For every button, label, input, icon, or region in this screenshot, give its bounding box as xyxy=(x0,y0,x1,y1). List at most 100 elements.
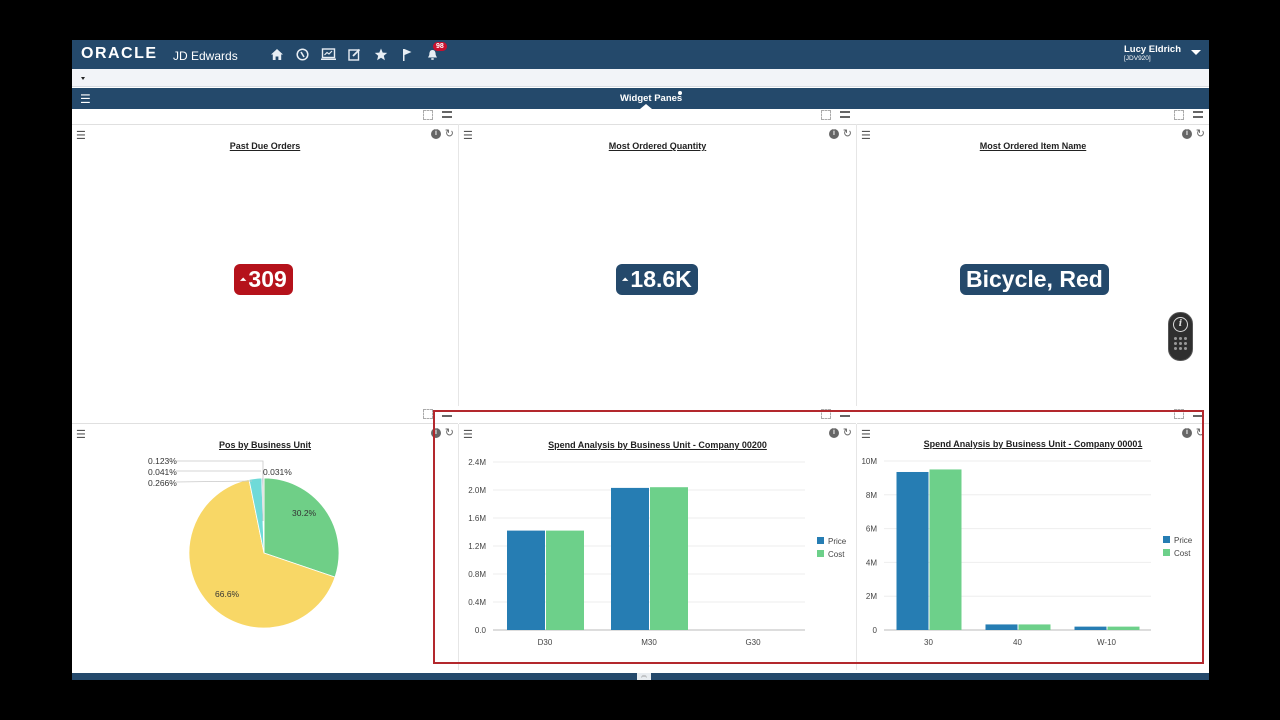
widget-most-ordered-quantity: ☰ i ↻ Most Ordered Quantity ⏶ 18.6K xyxy=(459,110,856,406)
info-icon[interactable]: i xyxy=(829,129,839,139)
info-icon[interactable]: i xyxy=(1182,129,1192,139)
bar-cost[interactable] xyxy=(929,469,962,630)
pie-label: 0.041% xyxy=(148,467,177,477)
widget-most-ordered-item-name: ☰ i ↻ Most Ordered Item Name Bicycle, Re… xyxy=(857,110,1209,406)
kpi-value: 309 xyxy=(248,266,287,292)
y-tick-label: 0 xyxy=(873,626,878,635)
info-icon[interactable]: i xyxy=(829,428,839,438)
bar-price[interactable] xyxy=(611,487,649,630)
widget-menu-icon[interactable]: ☰ xyxy=(76,130,86,142)
refresh-icon[interactable]: ↻ xyxy=(1195,128,1205,140)
caret-down-icon[interactable] xyxy=(81,77,85,80)
refresh-icon[interactable]: ↻ xyxy=(444,427,454,439)
legend-label[interactable]: Cost xyxy=(828,550,845,559)
x-tick-label: D30 xyxy=(538,638,553,647)
widget-menu-icon[interactable]: ☰ xyxy=(463,429,473,441)
widget-past-due-orders: ☰ i ↻ Past Due Orders ⏶ 309 xyxy=(72,110,458,406)
bar-chart-company-00001[interactable]: 0 2M 4M 6M 8M 10M 30 40 W-10 Price Cost xyxy=(857,449,1209,671)
user-menu[interactable]: Lucy Eldrich [JDV920] xyxy=(1124,44,1181,62)
compass-icon[interactable] xyxy=(294,46,311,63)
kpi-value-badge[interactable]: ⏶ 18.6K xyxy=(616,264,698,295)
home-icon[interactable] xyxy=(268,46,285,63)
info-icon[interactable]: i xyxy=(431,129,441,139)
expand-icon[interactable] xyxy=(423,110,433,120)
x-tick-label: 40 xyxy=(1013,638,1022,647)
legend-swatch xyxy=(1163,549,1170,556)
notification-badge: 98 xyxy=(433,42,447,51)
pane-settings-icon[interactable] xyxy=(442,111,452,118)
top-navigation-bar: ORACLE JD Edwards 98 xyxy=(72,40,1209,69)
pie-slice[interactable] xyxy=(188,479,336,629)
expand-up-handle[interactable]: ︽ xyxy=(637,673,651,680)
column-divider xyxy=(458,424,459,670)
expand-icon[interactable] xyxy=(1174,409,1184,419)
x-tick-label: G30 xyxy=(745,638,761,647)
widget-title[interactable]: Past Due Orders xyxy=(229,141,301,151)
widget-title[interactable]: Most Ordered Item Name xyxy=(979,141,1087,151)
pane-settings-icon[interactable] xyxy=(442,410,452,417)
pane-settings-icon[interactable] xyxy=(840,111,850,118)
widget-menu-icon[interactable]: ☰ xyxy=(76,429,86,441)
monitor-chart-icon[interactable] xyxy=(320,46,337,63)
widget-menu-icon[interactable]: ☰ xyxy=(861,429,871,441)
kpi-value-badge[interactable]: Bicycle, Red xyxy=(960,264,1109,295)
kpi-value: 18.6K xyxy=(630,266,692,292)
expand-icon[interactable] xyxy=(1174,110,1184,120)
legend-label[interactable]: Price xyxy=(828,537,847,546)
widget-header: ☰ i ↻ Spend Analysis by Business Unit - … xyxy=(857,423,1209,449)
bar-cost[interactable] xyxy=(1107,626,1140,630)
info-icon[interactable]: i xyxy=(1173,317,1188,332)
oracle-logo[interactable]: ORACLE xyxy=(81,45,158,62)
bar-cost[interactable] xyxy=(650,487,688,630)
pie-slice[interactable] xyxy=(263,477,340,578)
info-icon[interactable]: i xyxy=(1182,428,1192,438)
y-tick-label: 0.0 xyxy=(475,626,487,635)
expand-icon[interactable] xyxy=(423,409,433,419)
product-name: JD Edwards xyxy=(173,49,238,63)
pane-settings-icon[interactable] xyxy=(1193,111,1203,118)
legend-label[interactable]: Price xyxy=(1174,536,1193,545)
star-icon[interactable] xyxy=(372,46,389,63)
chevron-down-icon[interactable] xyxy=(1191,50,1201,55)
widget-menu-icon[interactable]: ☰ xyxy=(463,130,473,142)
bar-cost[interactable] xyxy=(546,530,584,630)
expand-icon[interactable] xyxy=(821,409,831,419)
refresh-icon[interactable]: ↻ xyxy=(842,427,852,439)
flag-icon[interactable] xyxy=(398,46,415,63)
widget-title[interactable]: Spend Analysis by Business Unit - Compan… xyxy=(548,440,767,450)
kpi-value-badge[interactable]: ⏶ 309 xyxy=(234,264,293,295)
pie-chart[interactable]: 30.2% 66.6% 0.123%0.041%0.266% 0.031% xyxy=(72,449,458,671)
expand-icon[interactable] xyxy=(821,110,831,120)
refresh-icon[interactable]: ↻ xyxy=(444,128,454,140)
y-tick-label: 2.0M xyxy=(468,486,486,495)
keypad-icon[interactable] xyxy=(1174,337,1188,350)
refresh-icon[interactable]: ↻ xyxy=(842,128,852,140)
y-tick-label: 0.4M xyxy=(468,598,486,607)
trend-icon: ⏶ xyxy=(240,274,247,284)
bar-price[interactable] xyxy=(507,530,545,630)
bar-cost[interactable] xyxy=(1018,624,1051,630)
edit-icon[interactable] xyxy=(346,46,363,63)
legend-label[interactable]: Cost xyxy=(1174,549,1191,558)
legend-swatch xyxy=(817,550,824,557)
bar-price[interactable] xyxy=(896,471,929,630)
widget-toolbar xyxy=(423,409,458,423)
pie-slices[interactable] xyxy=(188,477,340,629)
widget-panes-tab[interactable]: Widget Panes xyxy=(620,93,683,104)
widget-title[interactable]: Most Ordered Quantity xyxy=(608,141,707,151)
pane-settings-icon[interactable] xyxy=(1193,410,1203,417)
help-launcher[interactable]: i xyxy=(1168,312,1193,361)
refresh-icon[interactable]: ↻ xyxy=(1195,427,1205,439)
widget-menu-icon[interactable]: ☰ xyxy=(861,130,871,142)
widget-title[interactable]: Spend Analysis by Business Unit - Compan… xyxy=(923,439,1143,449)
bar-price[interactable] xyxy=(1074,626,1107,630)
hamburger-menu-icon[interactable]: ☰ xyxy=(80,92,91,106)
pane-settings-icon[interactable] xyxy=(840,410,850,417)
widget-title[interactable]: Pos by Business Unit xyxy=(218,440,312,450)
bar-chart-company-00200[interactable]: 0.0 0.4M 0.8M 1.2M 1.6M 2.0M 2.4M D30 M30 G30 Pric… xyxy=(459,449,856,671)
bell-icon[interactable]: 98 xyxy=(424,42,447,63)
y-tick-label: 8M xyxy=(866,491,877,500)
bar-price[interactable] xyxy=(985,624,1018,630)
info-icon[interactable]: i xyxy=(431,428,441,438)
column-divider xyxy=(856,424,857,670)
